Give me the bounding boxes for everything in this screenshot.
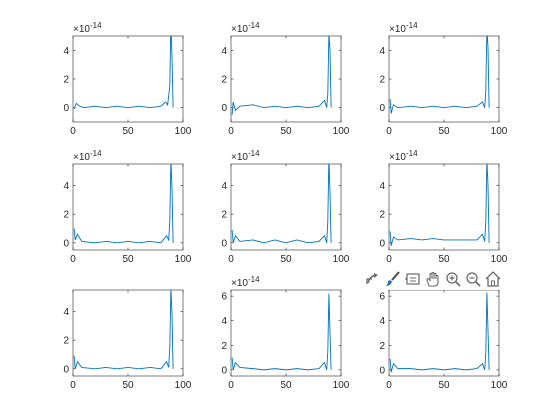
x-tick-label: 100 [333,126,350,137]
subplot-3-3: 0 50 100 0 2 4 6 [379,290,507,391]
y-tick-label: 0 [63,103,69,114]
x-tick-label: 50 [122,380,134,391]
axes-box [73,290,183,376]
y-tick-label: 4 [63,181,69,192]
y-tick-label: 6 [379,292,385,303]
x-tick-label: 0 [228,254,234,265]
axes-box [73,164,183,250]
x-tick-label: 100 [491,380,508,391]
x-tick-label: 50 [438,380,450,391]
x-tick-label: 50 [438,254,450,265]
home-icon[interactable] [483,269,502,289]
pan-hand-icon[interactable] [423,269,442,289]
x-tick-label: 100 [491,254,508,265]
x-tick-label: 100 [333,254,350,265]
subplot-1-3: 0 50 100 0 2 4 ×10-14 [379,21,507,137]
y-tick-label: 2 [63,336,69,347]
exponent-label: ×10-14 [389,149,418,163]
exponent-label: ×10-14 [231,275,260,289]
x-tick-label: 0 [228,380,234,391]
y-tick-label: 2 [221,75,227,86]
x-tick-label: 0 [386,126,392,137]
y-tick-label: 2 [379,341,385,352]
subplot-3-2: 0 50 100 0 2 4 6 ×10-14 [221,275,349,391]
subplot-2-3: 0 50 100 0 2 4 ×10-14 [379,149,507,265]
y-tick-label: 0 [379,238,385,249]
x-tick-label: 50 [438,126,450,137]
subplot-1-2: 0 50 100 0 2 4 ×10-14 [221,21,349,137]
axes-box [73,36,183,122]
y-tick-label: 2 [379,75,385,86]
y-tick-label: 0 [221,365,227,376]
y-tick-label: 4 [221,46,227,57]
exponent-label: ×10-14 [231,21,260,35]
y-tick-label: 0 [379,365,385,376]
subplot-2-2: 0 50 100 0 2 4 ×10-14 [221,149,349,265]
y-tick-label: 4 [379,181,385,192]
y-tick-label: 2 [221,341,227,352]
exponent-label: ×10-14 [231,149,260,163]
zoom-in-icon[interactable] [443,269,462,289]
data-tips-icon[interactable] [403,269,422,289]
y-tick-label: 0 [221,103,227,114]
exponent-label: ×10-14 [73,149,102,163]
y-tick-label: 4 [379,316,385,327]
y-tick-label: 0 [221,238,227,249]
y-tick-label: 2 [63,75,69,86]
x-tick-label: 100 [333,380,350,391]
x-tick-label: 50 [122,254,134,265]
y-tick-label: 4 [63,46,69,57]
axes-box [389,290,499,376]
x-tick-label: 100 [491,126,508,137]
x-tick-label: 50 [280,254,292,265]
y-tick-label: 0 [63,364,69,375]
subplot-2-1: 0 50 100 0 2 4 ×10-14 [63,149,191,265]
x-tick-label: 100 [175,380,192,391]
x-tick-label: 0 [386,380,392,391]
y-tick-label: 4 [379,46,385,57]
x-tick-label: 0 [386,254,392,265]
exponent-label: ×10-14 [389,21,418,35]
y-tick-label: 4 [221,316,227,327]
x-tick-label: 50 [280,126,292,137]
subplot-3-1: 0 50 100 0 2 4 [63,289,191,391]
axes-toolbar [363,268,502,290]
y-tick-label: 6 [221,292,227,303]
x-tick-label: 100 [175,254,192,265]
y-tick-label: 2 [379,210,385,221]
exponent-label: ×10-14 [73,21,102,35]
axes-box [231,36,341,122]
axes-box [389,36,499,122]
x-tick-label: 0 [70,126,76,137]
export-icon[interactable] [363,269,382,289]
y-tick-label: 4 [221,181,227,192]
y-tick-label: 2 [63,210,69,221]
x-tick-label: 0 [228,126,234,137]
axes-box [389,164,499,250]
x-tick-label: 50 [122,126,134,137]
zoom-out-icon[interactable] [463,269,482,289]
x-tick-label: 50 [280,380,292,391]
subplot-1-1: 0 50 100 0 2 4 ×10-14 [63,21,191,137]
y-tick-label: 2 [221,210,227,221]
x-tick-label: 0 [70,380,76,391]
brush-icon[interactable] [383,269,402,289]
x-tick-label: 100 [175,126,192,137]
y-tick-label: 0 [63,238,69,249]
x-tick-label: 0 [70,254,76,265]
y-tick-label: 0 [379,103,385,114]
y-tick-label: 4 [63,307,69,318]
